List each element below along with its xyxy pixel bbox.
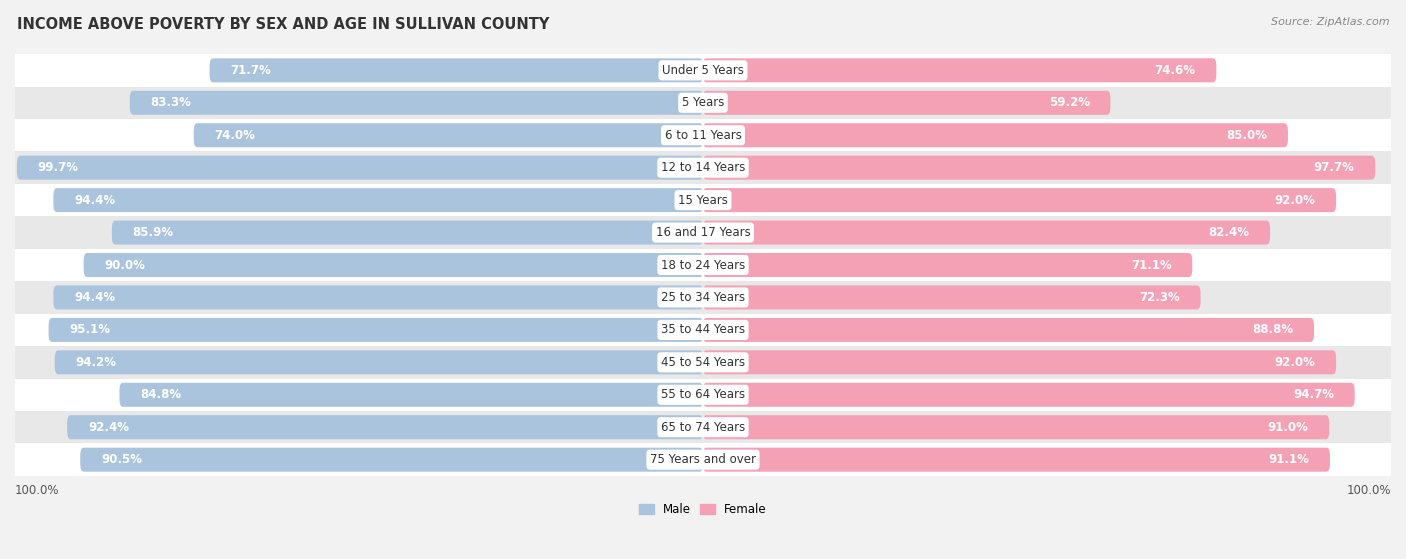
Text: 71.7%: 71.7%	[231, 64, 271, 77]
FancyBboxPatch shape	[703, 318, 1315, 342]
FancyBboxPatch shape	[703, 448, 1330, 472]
Text: 91.0%: 91.0%	[1268, 421, 1309, 434]
FancyBboxPatch shape	[703, 383, 1354, 407]
Text: 59.2%: 59.2%	[1049, 96, 1090, 110]
Text: 83.3%: 83.3%	[150, 96, 191, 110]
Text: Under 5 Years: Under 5 Years	[662, 64, 744, 77]
FancyBboxPatch shape	[703, 415, 1329, 439]
Text: 92.4%: 92.4%	[89, 421, 129, 434]
Text: 84.8%: 84.8%	[141, 389, 181, 401]
FancyBboxPatch shape	[703, 155, 1375, 179]
Text: Source: ZipAtlas.com: Source: ZipAtlas.com	[1271, 17, 1389, 27]
Text: 92.0%: 92.0%	[1274, 193, 1316, 207]
Text: 90.0%: 90.0%	[104, 258, 145, 272]
Bar	[15, 119, 1391, 151]
Text: 16 and 17 Years: 16 and 17 Years	[655, 226, 751, 239]
Bar	[15, 151, 1391, 184]
Text: 85.0%: 85.0%	[1226, 129, 1267, 142]
Bar	[15, 411, 1391, 443]
Text: 12 to 14 Years: 12 to 14 Years	[661, 161, 745, 174]
Text: 91.1%: 91.1%	[1268, 453, 1309, 466]
Text: INCOME ABOVE POVERTY BY SEX AND AGE IN SULLIVAN COUNTY: INCOME ABOVE POVERTY BY SEX AND AGE IN S…	[17, 17, 550, 32]
Text: 95.1%: 95.1%	[69, 324, 110, 337]
FancyBboxPatch shape	[703, 188, 1336, 212]
Text: 94.4%: 94.4%	[75, 193, 115, 207]
FancyBboxPatch shape	[194, 123, 703, 147]
Legend: Male, Female: Male, Female	[634, 498, 772, 520]
Text: 5 Years: 5 Years	[682, 96, 724, 110]
Text: 65 to 74 Years: 65 to 74 Years	[661, 421, 745, 434]
Text: 85.9%: 85.9%	[132, 226, 174, 239]
Text: 97.7%: 97.7%	[1313, 161, 1354, 174]
Text: 15 Years: 15 Years	[678, 193, 728, 207]
Text: 94.4%: 94.4%	[75, 291, 115, 304]
Text: 35 to 44 Years: 35 to 44 Years	[661, 324, 745, 337]
Bar	[15, 281, 1391, 314]
Bar	[15, 378, 1391, 411]
FancyBboxPatch shape	[703, 123, 1288, 147]
FancyBboxPatch shape	[703, 286, 1201, 310]
FancyBboxPatch shape	[53, 286, 703, 310]
Bar	[15, 87, 1391, 119]
Bar	[15, 184, 1391, 216]
Bar	[15, 314, 1391, 346]
Text: 99.7%: 99.7%	[38, 161, 79, 174]
Text: 74.6%: 74.6%	[1154, 64, 1195, 77]
Text: 74.0%: 74.0%	[215, 129, 256, 142]
Text: 88.8%: 88.8%	[1253, 324, 1294, 337]
FancyBboxPatch shape	[703, 58, 1216, 82]
FancyBboxPatch shape	[84, 253, 703, 277]
Text: 72.3%: 72.3%	[1139, 291, 1180, 304]
Text: 82.4%: 82.4%	[1208, 226, 1250, 239]
FancyBboxPatch shape	[703, 91, 1111, 115]
FancyBboxPatch shape	[80, 448, 703, 472]
FancyBboxPatch shape	[49, 318, 703, 342]
FancyBboxPatch shape	[55, 350, 703, 375]
Text: 71.1%: 71.1%	[1130, 258, 1171, 272]
Bar	[15, 54, 1391, 87]
Text: 92.0%: 92.0%	[1274, 356, 1316, 369]
Bar	[15, 346, 1391, 378]
Bar	[15, 216, 1391, 249]
Text: 45 to 54 Years: 45 to 54 Years	[661, 356, 745, 369]
Text: 100.0%: 100.0%	[15, 484, 59, 497]
Text: 6 to 11 Years: 6 to 11 Years	[665, 129, 741, 142]
Text: 25 to 34 Years: 25 to 34 Years	[661, 291, 745, 304]
Text: 94.2%: 94.2%	[76, 356, 117, 369]
Text: 94.7%: 94.7%	[1294, 389, 1334, 401]
Bar	[15, 443, 1391, 476]
Bar	[15, 249, 1391, 281]
FancyBboxPatch shape	[703, 253, 1192, 277]
Text: 55 to 64 Years: 55 to 64 Years	[661, 389, 745, 401]
FancyBboxPatch shape	[112, 221, 703, 245]
FancyBboxPatch shape	[209, 58, 703, 82]
Text: 100.0%: 100.0%	[1347, 484, 1391, 497]
Text: 75 Years and over: 75 Years and over	[650, 453, 756, 466]
FancyBboxPatch shape	[120, 383, 703, 407]
Text: 90.5%: 90.5%	[101, 453, 142, 466]
FancyBboxPatch shape	[703, 350, 1336, 375]
FancyBboxPatch shape	[53, 188, 703, 212]
FancyBboxPatch shape	[703, 221, 1270, 245]
FancyBboxPatch shape	[129, 91, 703, 115]
Text: 18 to 24 Years: 18 to 24 Years	[661, 258, 745, 272]
FancyBboxPatch shape	[67, 415, 703, 439]
FancyBboxPatch shape	[17, 155, 703, 179]
